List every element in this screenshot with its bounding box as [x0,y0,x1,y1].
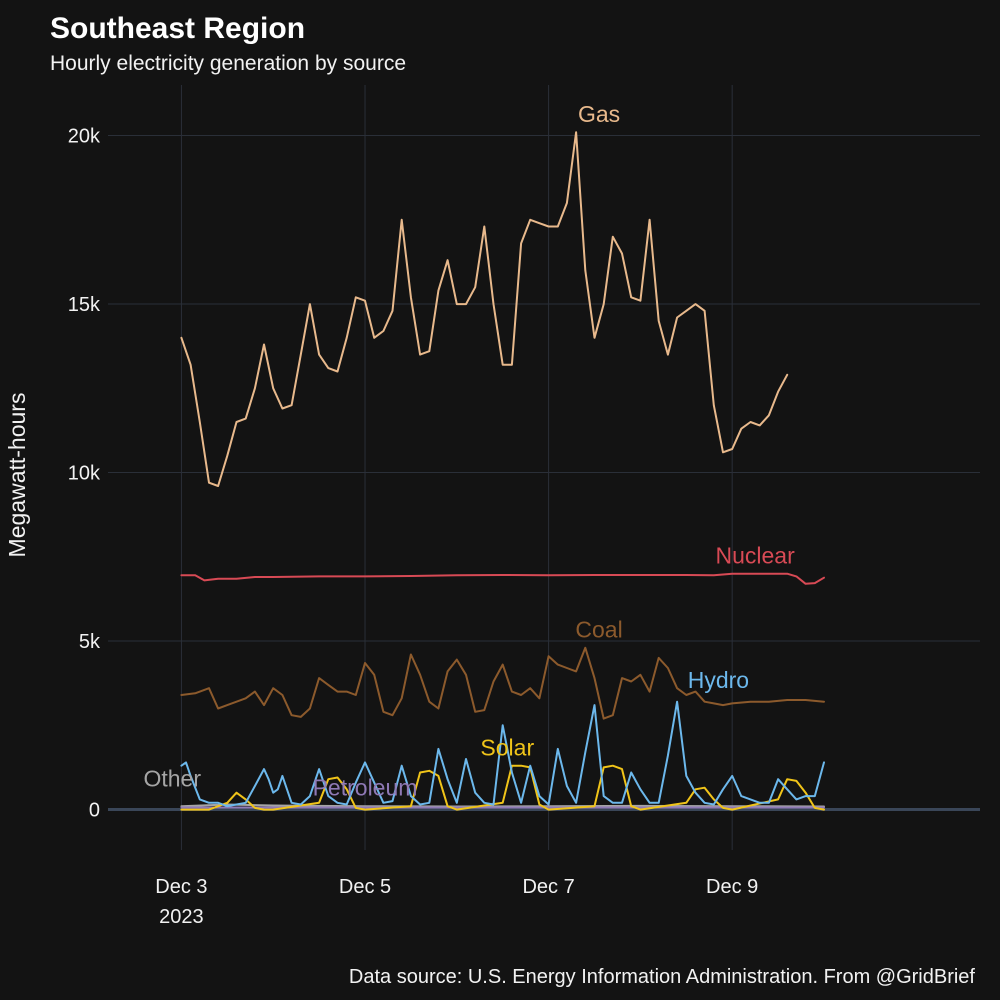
series-label-nuclear: Nuclear [715,543,795,569]
y-tick-label: 10k [68,463,101,485]
x-tick-year-label: 2023 [159,906,204,928]
series-line-nuclear [180,572,825,585]
chart-title: Southeast Region [50,12,305,45]
series-line-gas [180,131,789,487]
y-tick-label: 20k [68,126,101,148]
x-tick-label: Dec 5 [339,876,391,898]
series-label-coal: Coal [575,617,622,643]
chart-subtitle: Hourly electricity generation by source [50,52,406,75]
series-line-hydro [180,700,825,808]
series-label-solar: Solar [480,735,534,761]
x-tick-label: Dec 3 [155,876,207,898]
data-source-caption: Data source: U.S. Energy Information Adm… [349,966,976,988]
gridlines [108,85,980,850]
series-label-hydro: Hydro [688,667,749,693]
y-tick-label: 5k [79,631,101,653]
y-tick-label: 0 [89,800,100,822]
y-axis-label: Megawatt-hours [4,393,30,558]
series-line-solar [180,764,825,811]
x-tick-label: Dec 7 [522,876,574,898]
series-label-gas: Gas [578,101,620,127]
series-lines [180,131,825,811]
axes: 0 5k 10k 15k 20k Dec 3 2023 Dec 5 Dec 7 Dec 9 [68,126,759,928]
x-tick-label: Dec 9 [706,876,758,898]
y-tick-label: 15k [68,294,101,316]
series-labels: Gas Nuclear Coal Hydro Solar Petroleum Other [143,101,795,800]
series-label-petroleum: Petroleum [313,774,418,800]
series-label-other: Other [143,766,201,792]
series-line-coal [180,646,825,720]
